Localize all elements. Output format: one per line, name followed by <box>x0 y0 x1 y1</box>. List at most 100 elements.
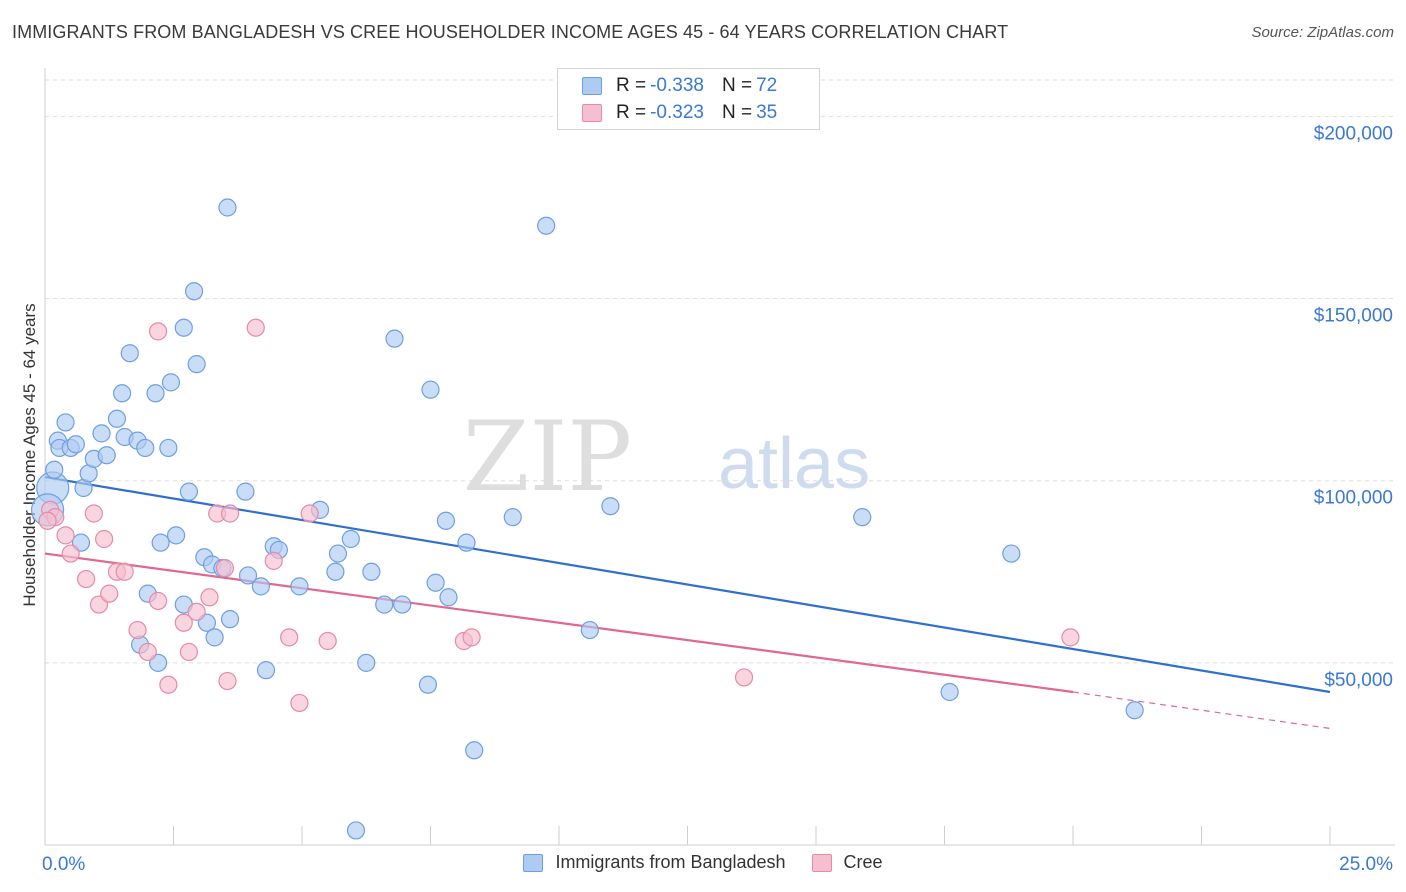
cree-trend-line <box>44 552 1074 694</box>
bangladesh-point <box>56 413 75 432</box>
bangladesh-point <box>112 384 132 403</box>
source-label: Source: ZipAtlas.com <box>1251 24 1394 41</box>
y-tick-label: $50,000 <box>1324 670 1393 691</box>
bangladesh-point <box>853 508 872 527</box>
bangladesh-point <box>161 373 181 392</box>
cree-point <box>215 559 234 578</box>
cree-point <box>100 584 119 603</box>
bangladesh-point <box>205 628 224 647</box>
cree-point <box>264 551 283 570</box>
bangladesh-point <box>256 661 276 680</box>
n-value: 35 <box>756 102 778 123</box>
legend-label: Cree <box>843 852 883 872</box>
bangladesh-point <box>120 344 139 363</box>
cree-point <box>246 318 265 337</box>
bangladesh-point <box>341 529 360 549</box>
legend: Immigrants from Bangladesh Cree <box>0 852 1406 873</box>
axis-layer <box>44 68 1395 846</box>
cree-point <box>159 675 178 694</box>
cree-point <box>84 504 103 523</box>
cree-point <box>220 504 240 523</box>
trend-layer <box>44 475 1331 730</box>
bangladesh-point <box>457 533 476 552</box>
bangladesh-point <box>537 216 556 235</box>
bangladesh-point <box>326 562 345 581</box>
bangladesh-point <box>238 566 258 585</box>
bangladesh-point <box>393 595 412 614</box>
bangladesh-trend-line <box>44 475 1331 694</box>
bangladesh-point <box>385 329 404 348</box>
bangladesh-point <box>220 610 240 629</box>
legend-item-cree[interactable]: Cree <box>811 852 883 873</box>
bangladesh-point <box>418 675 438 694</box>
bangladesh-point <box>940 682 959 702</box>
bangladesh-point <box>159 438 178 458</box>
r-value: -0.323 <box>650 102 704 123</box>
bangladesh-point <box>236 482 255 501</box>
bangladesh-point <box>166 526 186 545</box>
label-layer: $50,000 $100,000 $150,000 $200,000 0.0% 25.0% <box>42 123 1393 875</box>
bangladesh-point <box>107 409 127 428</box>
bangladesh-point <box>45 460 64 479</box>
stats-box: R = -0.338 N = 72 R = -0.323 N = 35 <box>557 68 820 130</box>
bangladesh-point <box>375 595 394 614</box>
bangladesh-point <box>251 577 270 596</box>
watermark: ZIP atlas <box>463 401 870 513</box>
bangladesh-point <box>218 198 237 217</box>
bangladesh-point <box>328 544 348 563</box>
n-label: N = <box>721 102 753 123</box>
cree-point <box>187 602 206 621</box>
cree-point <box>1061 628 1080 647</box>
n-value: 72 <box>756 75 778 96</box>
cree-trend-extension <box>1072 691 1331 730</box>
cree-point <box>200 588 219 607</box>
cree-point <box>77 569 96 589</box>
bangladesh-point <box>346 821 366 840</box>
cree-point <box>462 628 481 647</box>
stats-row-bangladesh: R = -0.338 N = 72 <box>582 73 777 99</box>
cree-point <box>174 613 193 632</box>
pink-swatch-icon <box>582 104 602 122</box>
bangladesh-point <box>174 318 193 337</box>
r-label: R = <box>616 75 647 96</box>
cree-point <box>95 529 114 549</box>
blue-swatch-icon <box>582 77 602 95</box>
y-tick-label: $200,000 <box>1314 123 1393 144</box>
bangladesh-point <box>146 384 165 403</box>
cree-point <box>318 631 337 651</box>
bangladesh-point <box>151 533 170 552</box>
watermark-atlas: atlas <box>718 424 870 504</box>
bangladesh-point <box>92 424 111 443</box>
bangladesh-point <box>1125 701 1144 720</box>
cree-point <box>56 526 75 545</box>
cree-point <box>280 628 299 647</box>
y-tick-label: $100,000 <box>1314 488 1393 509</box>
bangladesh-point <box>465 741 484 760</box>
bangladesh-point <box>426 573 445 592</box>
cree-point <box>148 591 168 611</box>
legend-item-bangladesh[interactable]: Immigrants from Bangladesh <box>523 852 786 873</box>
chart-title: IMMIGRANTS FROM BANGLADESH VS CREE HOUSE… <box>12 22 1009 42</box>
bangladesh-point <box>1002 544 1021 563</box>
bangladesh-point <box>362 562 381 581</box>
cree-point <box>148 322 168 341</box>
stats-row-cree: R = -0.323 N = 35 <box>582 100 777 126</box>
bangladesh-point <box>439 588 458 607</box>
points-layer <box>30 198 1144 840</box>
bangladesh-point <box>503 508 522 527</box>
bangladesh-point <box>179 482 199 501</box>
cree-point <box>218 671 237 691</box>
bangladesh-point <box>601 497 620 516</box>
cree-point <box>290 693 309 713</box>
bangladesh-point <box>66 435 85 454</box>
y-tick-label: $150,000 <box>1314 306 1393 327</box>
bangladesh-point <box>436 511 456 530</box>
bangladesh-point <box>97 446 116 465</box>
r-label: R = <box>616 102 647 123</box>
cree-point <box>179 642 199 662</box>
watermark-zip: ZIP <box>463 401 632 513</box>
blue-swatch-icon <box>523 853 544 872</box>
bangladesh-point <box>357 653 376 672</box>
pink-swatch-icon <box>811 853 832 872</box>
